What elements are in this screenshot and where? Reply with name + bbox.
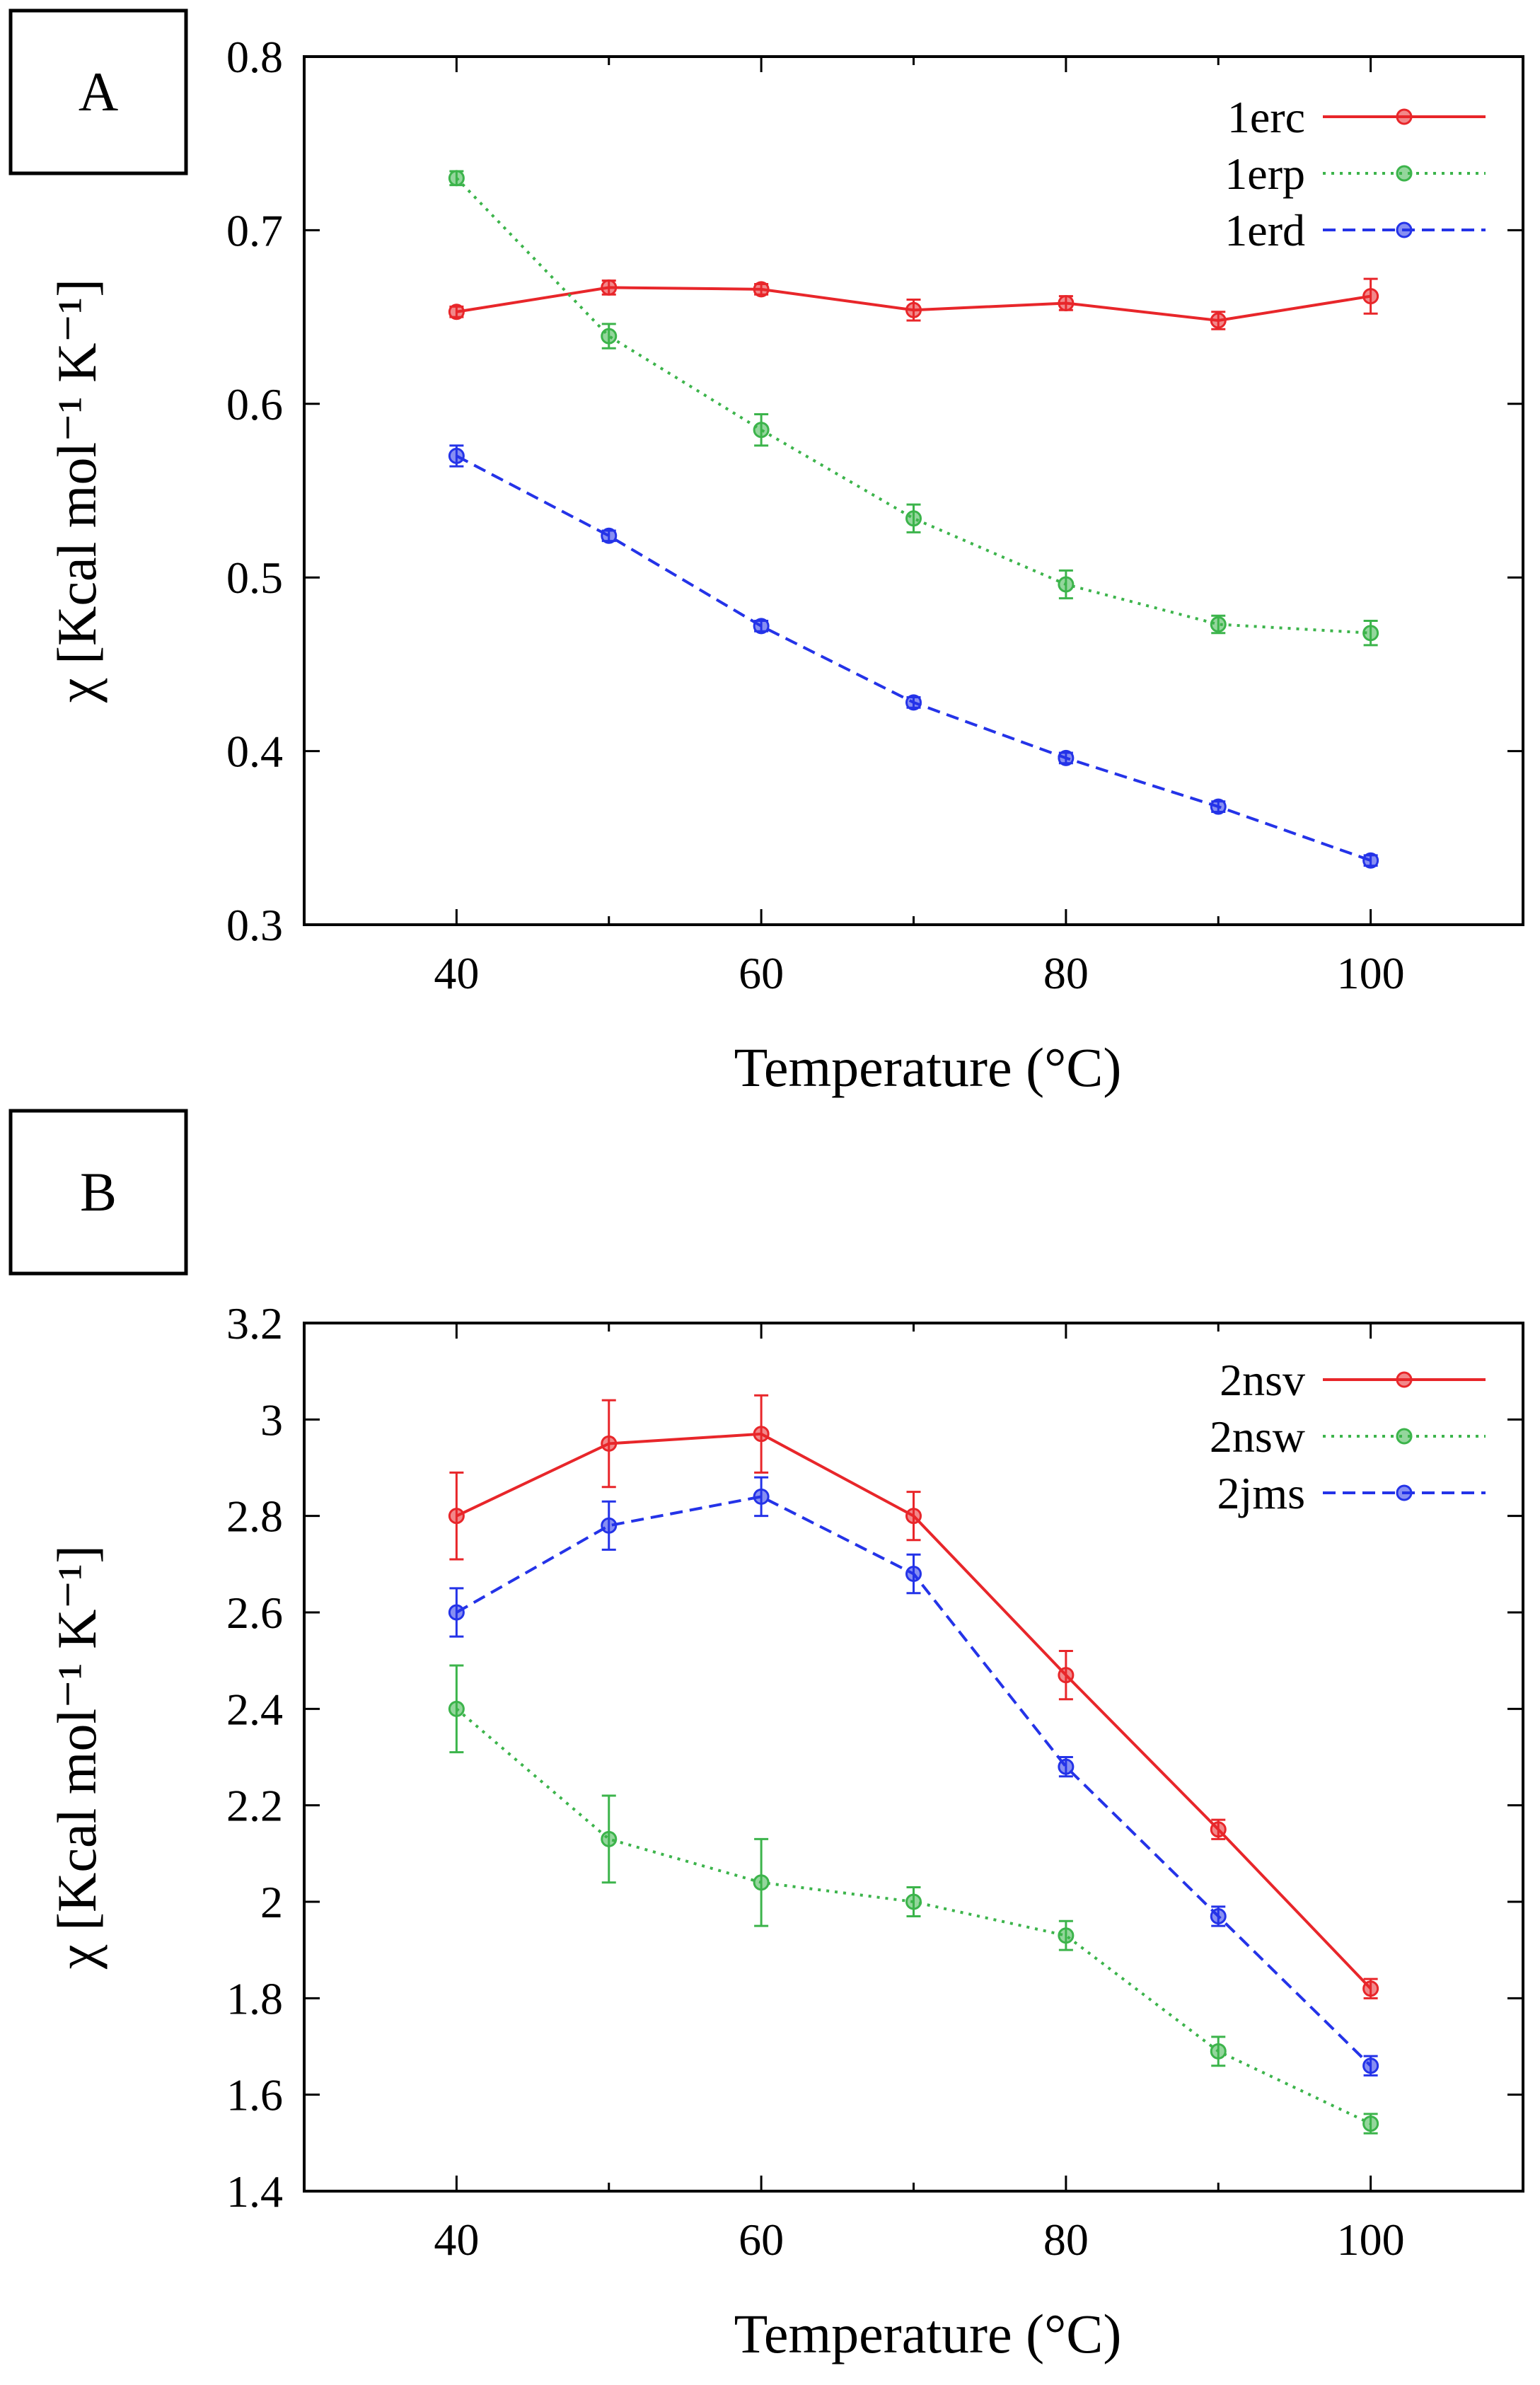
plot-frame: [303, 55, 1524, 926]
x-tick-label: 60: [739, 2214, 784, 2265]
data-point: [1210, 616, 1227, 633]
legend-label: 1erc: [1227, 92, 1305, 142]
legend-marker: [1396, 221, 1413, 238]
plot-frame: [303, 1322, 1524, 2193]
x-tick-label: 100: [1337, 948, 1405, 998]
data-point: [448, 1508, 465, 1525]
data-point: [601, 527, 618, 544]
data-point: [601, 279, 618, 296]
series-2jms: [448, 1476, 1379, 2077]
series-2nsw: [448, 1664, 1379, 2135]
data-point: [1210, 1907, 1227, 1924]
y-axis-label: χ [Kcal mol⁻¹ K⁻¹]: [46, 279, 108, 703]
panel-label: A: [79, 61, 118, 122]
data-point: [601, 1830, 618, 1847]
x-tick-label: 80: [1043, 2214, 1089, 2265]
panel-label-box: [8, 8, 188, 175]
series-1erp: [448, 170, 1379, 647]
data-point: [905, 694, 922, 711]
data-point: [905, 1508, 922, 1525]
y-tick-label: 2: [260, 1877, 283, 1927]
data-point: [905, 1565, 922, 1582]
y-tick-label: 2.2: [226, 1781, 283, 1831]
data-point: [1210, 312, 1227, 329]
data-point: [1058, 576, 1075, 593]
chart-panel-a: A 0.3 0.4 0.5 0.6 0.7 0.8 40 60 80 100 Temperature …: [8, 8, 1524, 1098]
data-point: [601, 328, 618, 345]
y-tick-label: 0.8: [226, 32, 283, 82]
data-point: [1362, 852, 1379, 869]
data-point: [448, 447, 465, 464]
data-point: [1058, 1667, 1075, 1684]
legend-marker: [1396, 1428, 1413, 1445]
data-point: [1058, 1758, 1075, 1775]
x-tick-label: 80: [1043, 948, 1089, 998]
y-tick-label: 0.4: [226, 727, 283, 777]
data-point: [1210, 1821, 1227, 1838]
data-point: [448, 1604, 465, 1621]
legend-label: 2nsw: [1210, 1411, 1305, 1462]
data-point: [905, 1893, 922, 1910]
series-2nsv: [448, 1394, 1379, 1999]
y-tick-label: 0.3: [226, 900, 283, 950]
data-point: [1210, 798, 1227, 815]
data-point: [1362, 2057, 1379, 2074]
legend-label: 1erd: [1225, 205, 1305, 255]
data-point: [753, 1426, 770, 1443]
y-tick-label: 1.8: [226, 1973, 283, 2023]
data-point: [905, 510, 922, 527]
data-point: [601, 1435, 618, 1452]
x-axis-label: Temperature (°C): [734, 1036, 1122, 1098]
data-point: [1362, 625, 1379, 642]
y-tick-label: 2.6: [226, 1588, 283, 1638]
legend-marker: [1396, 108, 1413, 125]
data-point: [1058, 749, 1075, 766]
data-point: [753, 281, 770, 298]
y-tick-label: 2.4: [226, 1684, 283, 1734]
y-tick-label: 0.5: [226, 553, 283, 603]
y-axis-label: χ [Kcal mol⁻¹ K⁻¹]: [46, 1545, 108, 1970]
data-point: [448, 170, 465, 187]
data-point: [1058, 1927, 1075, 1944]
legend-label: 2jms: [1217, 1468, 1305, 1518]
y-tick-label: 0.7: [226, 205, 283, 255]
panel-label: B: [80, 1161, 117, 1223]
data-point: [1210, 2043, 1227, 2060]
x-tick-label: 100: [1337, 2214, 1405, 2265]
panel-label-box: [8, 1109, 188, 1276]
data-point: [753, 618, 770, 635]
y-tick-label: 2.8: [226, 1491, 283, 1542]
data-point: [905, 301, 922, 318]
data-point: [1362, 288, 1379, 305]
data-point: [753, 1874, 770, 1891]
y-tick-label: 3: [260, 1394, 283, 1445]
legend-label: 2nsv: [1220, 1355, 1305, 1405]
data-point: [753, 1488, 770, 1505]
x-tick-label: 40: [434, 2214, 479, 2265]
data-point: [448, 304, 465, 320]
y-tick-label: 3.2: [226, 1298, 283, 1349]
data-point: [448, 1700, 465, 1717]
legend-label: 1erp: [1225, 149, 1305, 199]
data-point: [1058, 294, 1075, 311]
y-tick-label: 1.4: [226, 2166, 283, 2217]
legend-marker: [1396, 165, 1413, 182]
data-point: [601, 1517, 618, 1534]
legend-marker: [1396, 1484, 1413, 1501]
legend-marker: [1396, 1371, 1413, 1388]
x-tick-label: 40: [434, 948, 479, 998]
data-point: [1362, 2115, 1379, 2132]
series-1erc: [448, 277, 1379, 330]
series-1erd: [448, 444, 1379, 869]
x-tick-label: 60: [739, 948, 784, 998]
data-point: [1362, 1980, 1379, 1997]
y-tick-label: 0.6: [226, 379, 283, 429]
x-axis-label: Temperature (°C): [734, 2303, 1122, 2364]
data-point: [753, 422, 770, 439]
y-tick-label: 1.6: [226, 2070, 283, 2120]
chart-panel-b: B 1.4 1.6 1.8 2 2.2 2.4 2.6 2.8 3 3.2 40 60 80 100 Temp…: [8, 1109, 1524, 2364]
